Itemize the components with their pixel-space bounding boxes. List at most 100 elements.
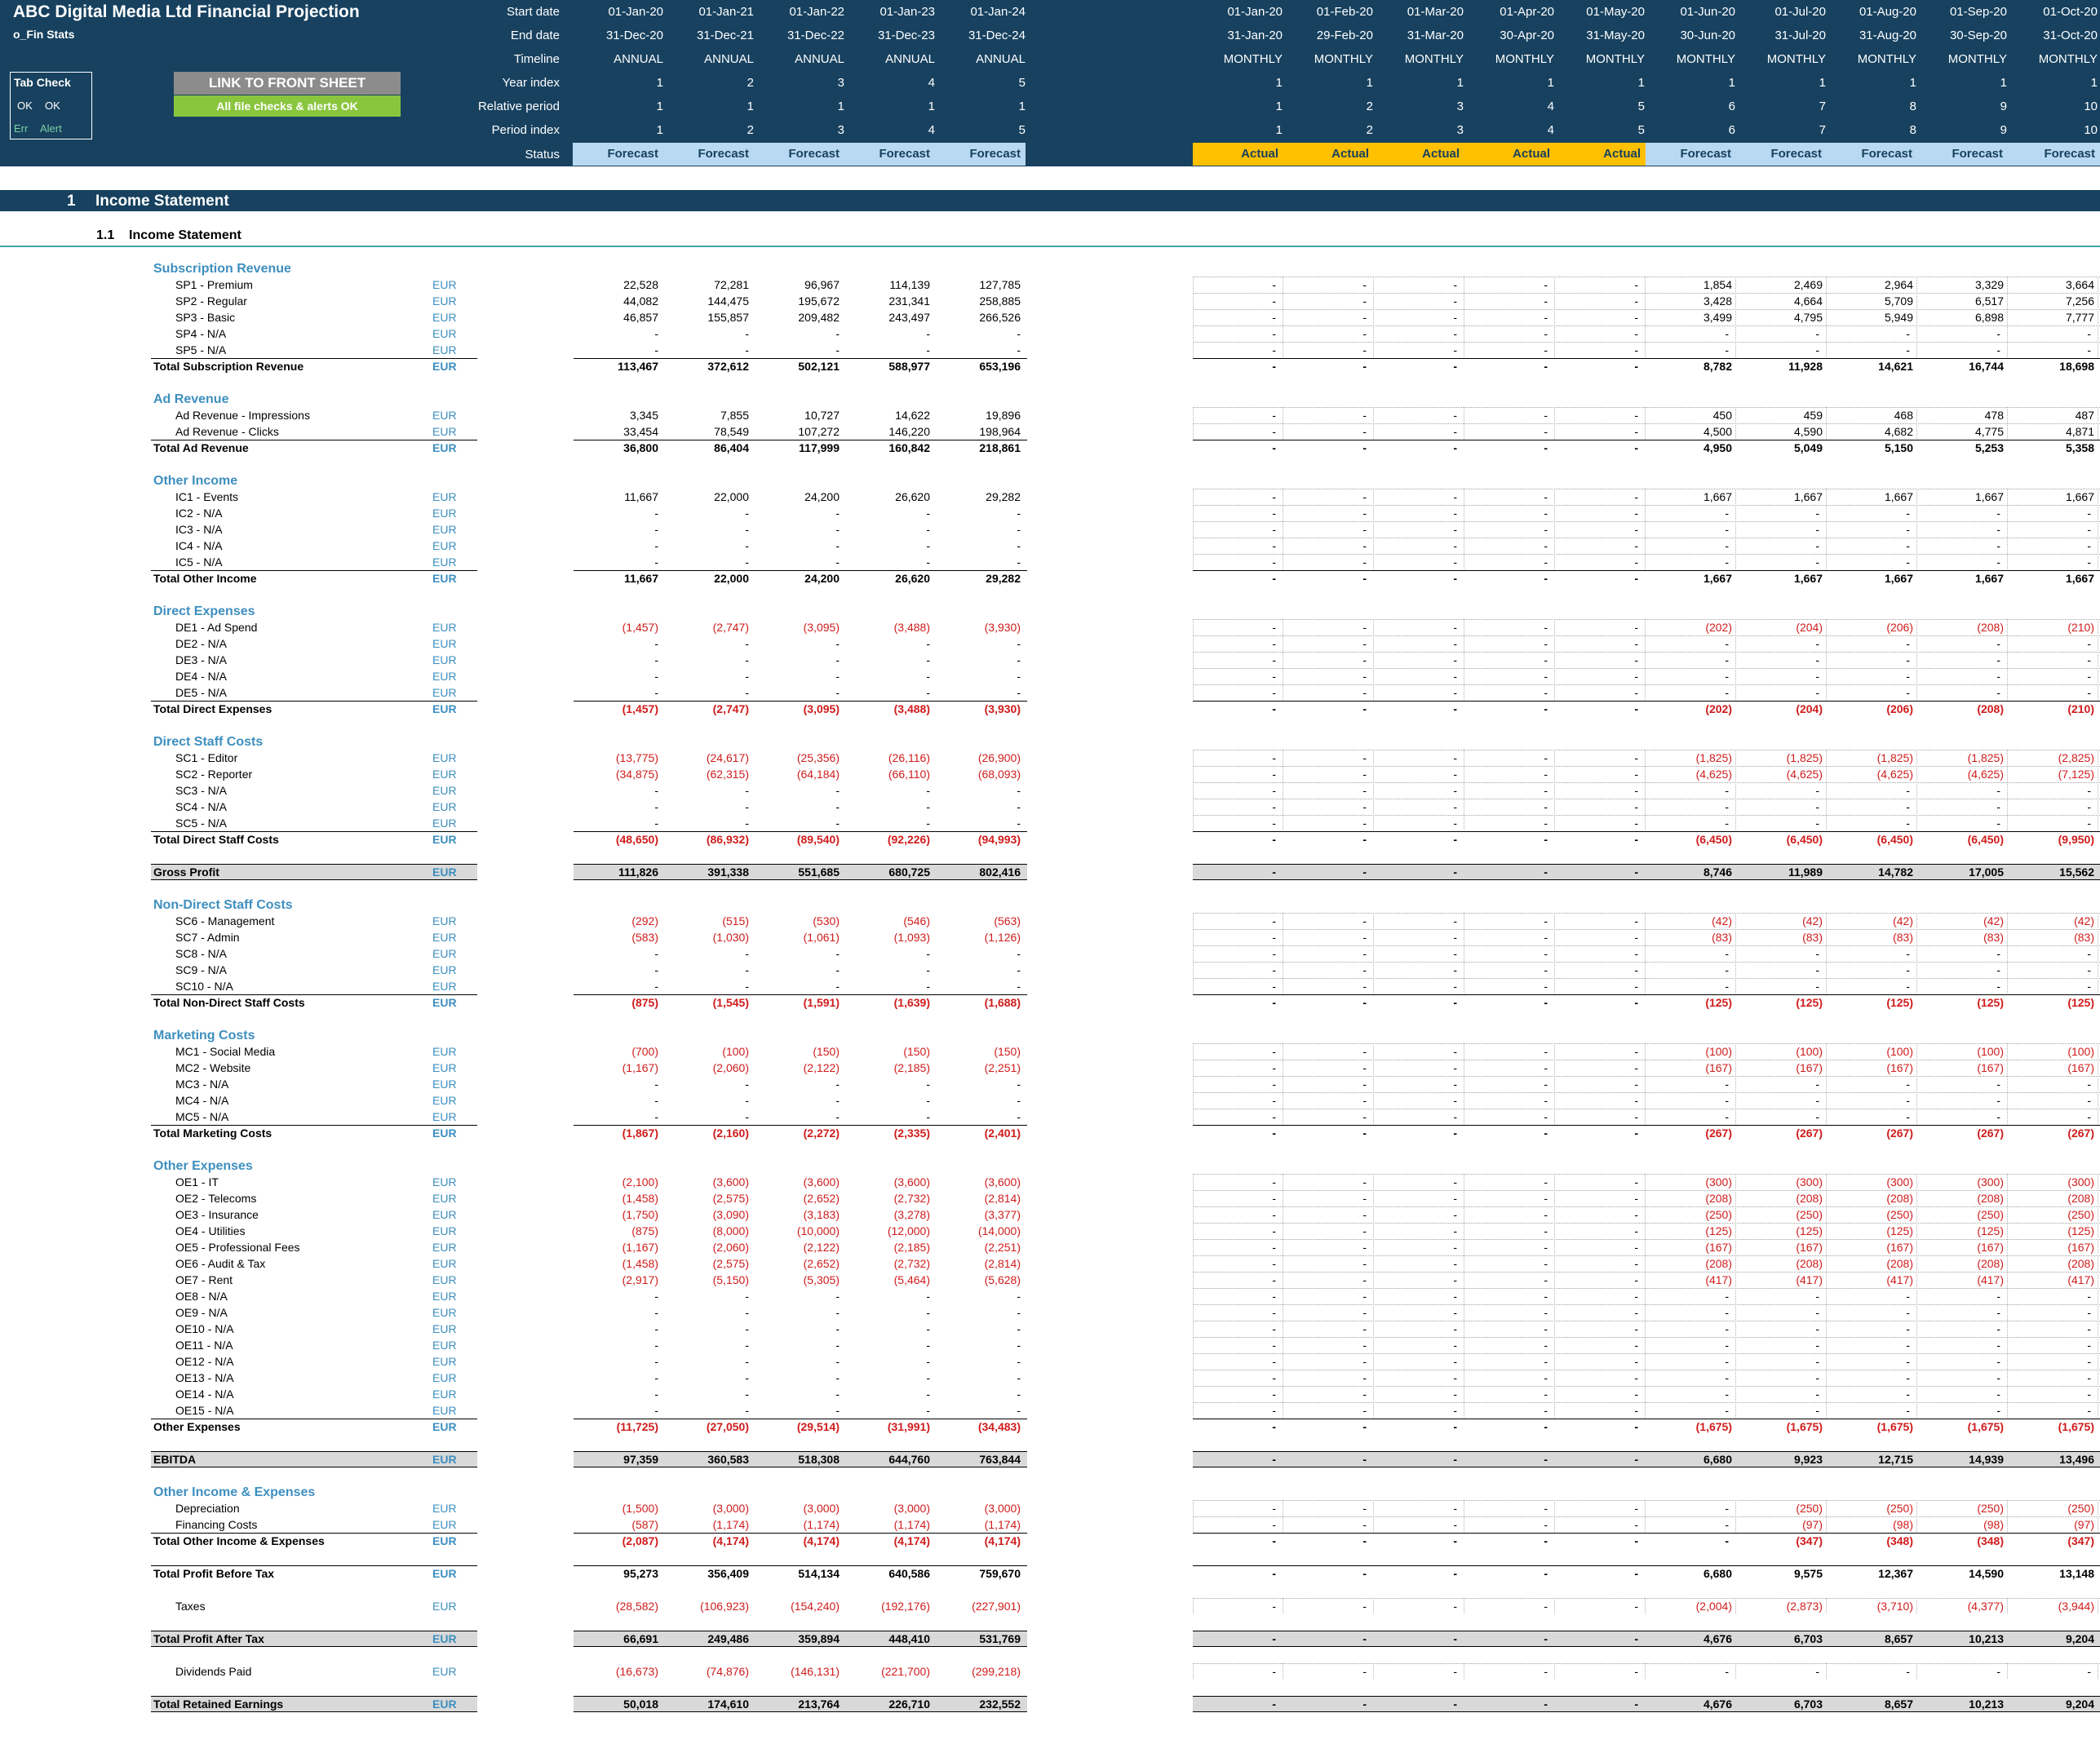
monthly-value: - xyxy=(1634,572,1638,585)
input-col-sep xyxy=(1735,635,1736,651)
annual-value: - xyxy=(926,1078,930,1091)
input-col-sep xyxy=(1554,1206,1555,1222)
total-rule xyxy=(1193,570,2100,571)
input-col-sep xyxy=(1193,1598,1194,1613)
input-col-sep xyxy=(1554,1402,1555,1418)
input-col-sep xyxy=(1826,1190,1827,1206)
monthly-value: - xyxy=(1272,1094,1276,1107)
monthly-value: - xyxy=(1362,1273,1367,1286)
monthly-value: - xyxy=(1544,327,1548,340)
input-col-sep xyxy=(1373,929,1374,945)
monthly-value: - xyxy=(1272,1045,1276,1058)
monthly-value: - xyxy=(1634,621,1638,634)
monthly-value: (1,825) xyxy=(1967,751,2004,764)
subtotal-shade xyxy=(574,1452,1027,1467)
input-col-sep xyxy=(1645,619,1646,635)
unit-label: EUR xyxy=(432,800,457,813)
monthly-value: - xyxy=(1272,653,1276,666)
input-row-line xyxy=(1193,1239,2100,1240)
monthly-value: - xyxy=(1362,702,1367,715)
monthly-value: - xyxy=(1996,556,2000,569)
monthly-value: - xyxy=(1453,817,1457,830)
monthly-value: (6,450) xyxy=(1967,833,2004,846)
monthly-value: - xyxy=(1815,653,1819,666)
subtotal-shade xyxy=(151,1631,477,1646)
monthly-value: (167) xyxy=(1705,1061,1732,1074)
monthly-value: - xyxy=(1272,686,1276,699)
annual-value: 258,885 xyxy=(979,294,1021,308)
annual-value: (1,750) xyxy=(622,1208,658,1221)
monthly-value: - xyxy=(1906,523,1910,536)
input-col-sep xyxy=(1193,962,1194,977)
monthly-start-cell: 01-May-20 xyxy=(1586,5,1645,19)
monthly-value: (267) xyxy=(1886,1127,1913,1140)
input-col-sep xyxy=(2007,1092,2008,1108)
input-col-sep xyxy=(1826,684,1827,700)
annual-value: - xyxy=(745,507,749,520)
monthly-value: - xyxy=(1453,1061,1457,1074)
monthly-value: 2,964 xyxy=(1884,278,1913,291)
annual-value: (64,184) xyxy=(796,768,840,781)
unit-label: EUR xyxy=(432,1355,457,1368)
monthly-value: - xyxy=(1906,1388,1910,1401)
annual-value: - xyxy=(745,784,749,797)
monthly-idx-cell: 3 xyxy=(1456,123,1464,137)
input-col-sep xyxy=(1645,635,1646,651)
input-col-sep xyxy=(1916,978,1917,994)
input-col-sep xyxy=(1916,1239,1917,1255)
link-to-front-sheet-button[interactable]: LINK TO FRONT SHEET xyxy=(174,72,401,95)
input-col-sep xyxy=(1916,815,1917,830)
monthly-value: - xyxy=(2087,1306,2091,1319)
unit-label: EUR xyxy=(432,1127,457,1140)
monthly-value: - xyxy=(1906,1078,1910,1091)
input-row-line xyxy=(1193,668,2100,669)
annual-value: (1,167) xyxy=(622,1061,658,1074)
input-col-sep xyxy=(1193,554,1194,569)
monthly-value: - xyxy=(2087,980,2091,993)
monthly-value: - xyxy=(1634,784,1638,797)
unit-label: EUR xyxy=(432,294,457,308)
input-col-sep xyxy=(1645,668,1646,684)
monthly-value: - xyxy=(1453,637,1457,650)
monthly-value: 4,590 xyxy=(1793,425,1823,438)
input-col-sep xyxy=(1735,325,1736,341)
input-col-sep xyxy=(1373,1402,1374,1418)
monthly-value: (4,625) xyxy=(1876,768,1913,781)
input-col-sep xyxy=(2007,1500,2008,1516)
monthly-value: - xyxy=(1362,1306,1367,1319)
line-item-label: DE5 - N/A xyxy=(175,686,228,699)
monthly-value: - xyxy=(1996,343,2000,356)
monthly-value: - xyxy=(1453,1094,1457,1107)
monthly-value: - xyxy=(1544,1502,1548,1515)
input-col-sep xyxy=(1645,342,1646,357)
input-col-sep xyxy=(1735,1386,1736,1401)
unit-label: EUR xyxy=(432,490,457,503)
annual-value: - xyxy=(1017,1355,1021,1368)
input-col-sep xyxy=(1645,1190,1646,1206)
monthly-value: (2,873) xyxy=(1786,1600,1823,1613)
monthly-value: 4,775 xyxy=(1974,425,2004,438)
monthly-value: - xyxy=(1544,947,1548,960)
annual-value: - xyxy=(745,653,749,666)
monthly-value: - xyxy=(1453,1698,1457,1711)
monthly-value: - xyxy=(1272,702,1276,715)
monthly-value: (208) xyxy=(1977,621,2004,634)
input-col-sep xyxy=(1193,342,1194,357)
monthly-value: - xyxy=(1453,865,1457,879)
input-col-sep xyxy=(2007,929,2008,945)
annual-value: - xyxy=(654,980,658,993)
input-col-sep xyxy=(1645,1321,1646,1336)
monthly-value: (125) xyxy=(1886,996,1913,1009)
monthly-value: - xyxy=(1725,1078,1729,1091)
annual-value: 588,977 xyxy=(888,360,930,373)
monthly-value: - xyxy=(1453,1404,1457,1417)
timing-label-timeline: Timeline xyxy=(513,52,560,66)
input-col-sep xyxy=(1645,945,1646,961)
monthly-rel-cell: 7 xyxy=(1819,100,1826,113)
monthly-value: - xyxy=(1362,1175,1367,1188)
subtotal-shade xyxy=(574,1631,1027,1646)
annual-value: (2,100) xyxy=(622,1175,658,1188)
monthly-value: - xyxy=(1544,914,1548,927)
input-col-sep xyxy=(1373,750,1374,765)
input-col-sep xyxy=(2007,1223,2008,1238)
